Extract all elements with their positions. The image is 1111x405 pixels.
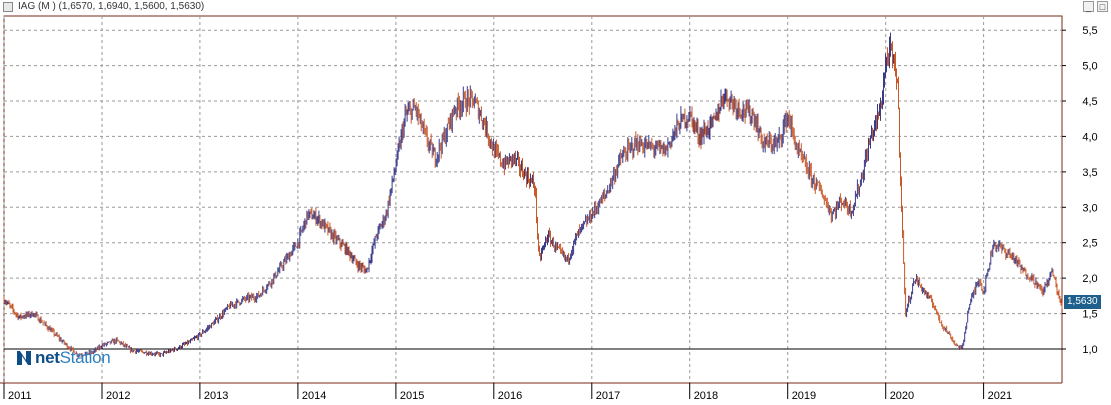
logo-text-rest: Station [59, 348, 111, 367]
minimize-button[interactable]: _ [1083, 1, 1094, 12]
y-tick-label: 2,0 [1082, 273, 1097, 285]
y-tick-label: 5,0 [1082, 61, 1097, 73]
y-tick-label: 2,5 [1082, 238, 1097, 250]
title-bar: IAG (M ) (1,6570, 1,6940, 1,5600, 1,5630… [0, 0, 1111, 14]
x-tick-label: 2012 [106, 390, 130, 402]
x-tick-label: 2018 [694, 390, 718, 402]
plot-frame [3, 15, 1063, 384]
chart-window-icon [3, 2, 13, 12]
x-tick-label: 2011 [8, 390, 32, 402]
y-tick-label: 1,5 [1082, 309, 1097, 321]
x-tick-label: 2015 [400, 390, 424, 402]
maximize-button[interactable]: □ [1097, 1, 1108, 12]
x-tick-label: 2014 [302, 390, 326, 402]
logo-text: netStation [35, 348, 111, 368]
x-tick-label: 2020 [890, 390, 914, 402]
y-tick-label: 3,0 [1082, 202, 1097, 214]
netstation-logo: netStation [15, 347, 111, 369]
y-tick-label: 1,0 [1082, 344, 1097, 356]
y-tick-label: 4,0 [1082, 131, 1097, 143]
x-axis-band [0, 383, 1111, 405]
x-tick-label: 2021 [988, 390, 1012, 402]
last-price-badge: 1,5630 [1064, 295, 1101, 309]
chart-title: IAG (M ) (1,6570, 1,6940, 1,5600, 1,5630… [18, 1, 205, 12]
y-tick-label: 4,5 [1082, 96, 1097, 108]
logo-text-bold: net [35, 348, 60, 367]
netstation-logo-icon [17, 351, 31, 365]
x-tick-label: 2019 [792, 390, 816, 402]
y-tick-label: 5,5 [1082, 25, 1097, 37]
x-tick-label: 2013 [204, 390, 228, 402]
x-tick-label: 2017 [596, 390, 620, 402]
y-tick-label: 3,5 [1082, 167, 1097, 179]
x-tick-label: 2016 [498, 390, 522, 402]
